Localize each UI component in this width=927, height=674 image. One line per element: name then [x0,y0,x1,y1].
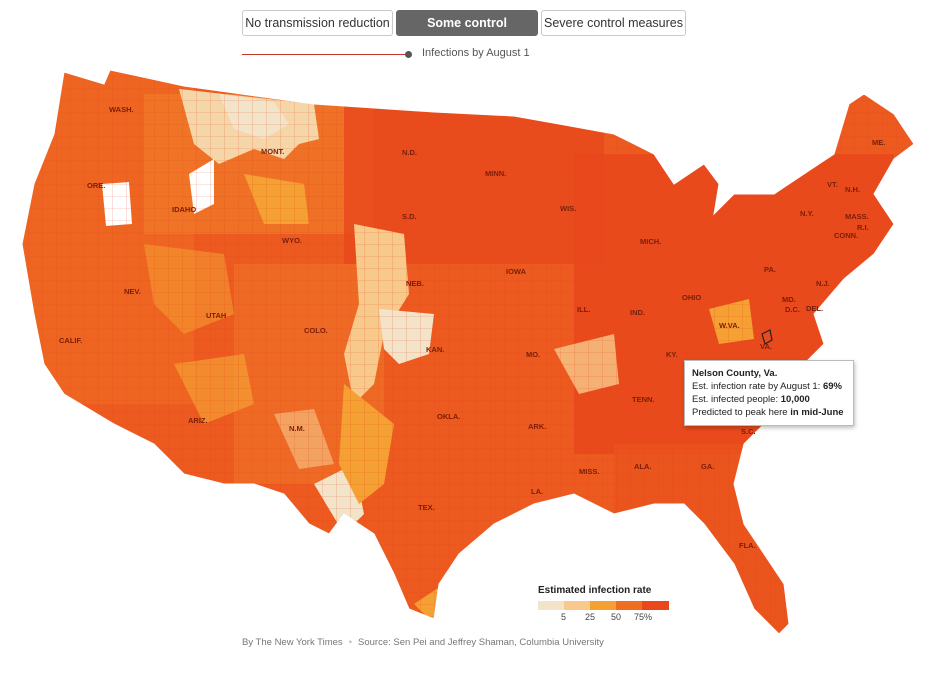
state-label: CALIF. [59,336,82,345]
legend-tick: 75% [634,612,653,622]
tooltip-rate-row: Est. infection rate by August 1: 69% [692,380,846,393]
tooltip-people-value: 10,000 [780,394,810,405]
state-label: NEB. [406,279,424,288]
state-label: MASS. [845,212,869,221]
state-label: ALA. [634,462,652,471]
state-label: DEL. [806,304,823,313]
state-label: OKLA. [437,412,460,421]
state-label: N.J. [816,279,830,288]
timeline-label: Infections by August 1 [422,47,530,59]
state-label: N.D. [402,148,417,157]
state-label: KY. [666,350,678,359]
map-fill [22,70,914,634]
state-label: TENN. [632,395,655,404]
state-label: MD. [782,295,796,304]
state-label: MISS. [579,467,599,476]
state-label: WYO. [282,236,302,245]
legend-title: Estimated infection rate [538,585,652,596]
state-label: VA. [760,342,772,351]
state-label: IND. [630,308,645,317]
state-label: PA. [764,265,776,274]
state-label: GA. [701,462,714,471]
tooltip-people-row: Est. infected people: 10,000 [692,393,846,406]
timeline-slider: Infections by August 1 [242,47,542,61]
us-county-map[interactable]: WASH. ORE. CALIF. NEV. IDAHO MONT. WYO. … [14,64,914,634]
state-label: W.VA. [719,321,740,330]
state-label: TEX. [418,503,435,512]
legend-swatch-light [564,601,590,610]
state-label: D.C. [785,305,800,314]
state-label: VT. [827,180,838,189]
state-label: S.C. [741,427,756,436]
legend-swatch-max [642,601,669,610]
state-label: ILL. [577,305,590,314]
state-label: COLO. [304,326,328,335]
legend-swatch-high [616,601,642,610]
legend-tick: 5 [561,612,567,622]
state-label: N.M. [289,424,305,433]
county-tooltip: Nelson County, Va. Est. infection rate b… [684,360,854,426]
state-label: ME. [872,138,885,147]
state-label: CONN. [834,231,858,240]
state-label: ARIZ. [188,416,208,425]
legend-swatch-mid [590,601,616,610]
byline: By The New York Times [242,637,343,648]
state-label: MICH. [640,237,661,246]
state-label: OHIO [682,293,701,302]
state-label: WIS. [560,204,576,213]
legend-swatch-low [538,601,564,610]
tooltip-peak-label: Predicted to peak here [692,407,791,418]
state-label: ORE. [87,181,105,190]
state-label: S.D. [402,212,417,221]
tooltip-title: Nelson County, Va. [692,368,778,379]
state-label: IDAHO [172,205,196,214]
state-label: N.Y. [800,209,814,218]
state-label: ARK. [528,422,546,431]
state-label: LA. [531,487,543,496]
state-label: UTAH [206,311,226,320]
tooltip-people-label: Est. infected people: [692,394,781,405]
tab-severe-control-measures[interactable]: Severe control measures [541,10,686,36]
color-legend: Estimated infection rate 5 25 50 75% [538,585,678,625]
state-label: IOWA [506,267,527,276]
tooltip-rate-label: Est. infection rate by August 1: [692,381,823,392]
tooltip-rate-value: 69% [822,381,842,392]
state-label: KAN. [426,345,444,354]
state-label: R.I. [857,223,869,232]
separator-dot: • [348,637,353,648]
legend-tick: 25 [585,612,596,622]
state-label: WASH. [109,105,134,114]
tooltip-peak-row: Predicted to peak here in mid-June [692,406,846,419]
state-label: N.H. [845,185,860,194]
state-labels: WASH. ORE. CALIF. NEV. IDAHO MONT. WYO. … [59,105,885,550]
state-label: MONT. [261,147,284,156]
state-label: MO. [526,350,540,359]
tab-some-control-measures[interactable]: Some control measures [396,10,538,54]
state-label: MINN. [485,169,506,178]
state-label: FLA. [739,541,756,550]
state-label: NEV. [124,287,141,296]
selected-county-outline[interactable] [761,329,773,345]
timeline-handle[interactable] [405,51,412,58]
tooltip-peak-value: in mid-June [790,407,844,418]
tab-no-transmission-reduction[interactable]: No transmission reduction [242,10,393,36]
source-credit: Source: Sen Pei and Jeffrey Shaman, Colu… [358,637,604,648]
credits: By The New York Times • Source: Sen Pei an… [242,637,604,648]
legend-tick: 50 [611,612,622,622]
timeline-track[interactable] [242,54,407,55]
